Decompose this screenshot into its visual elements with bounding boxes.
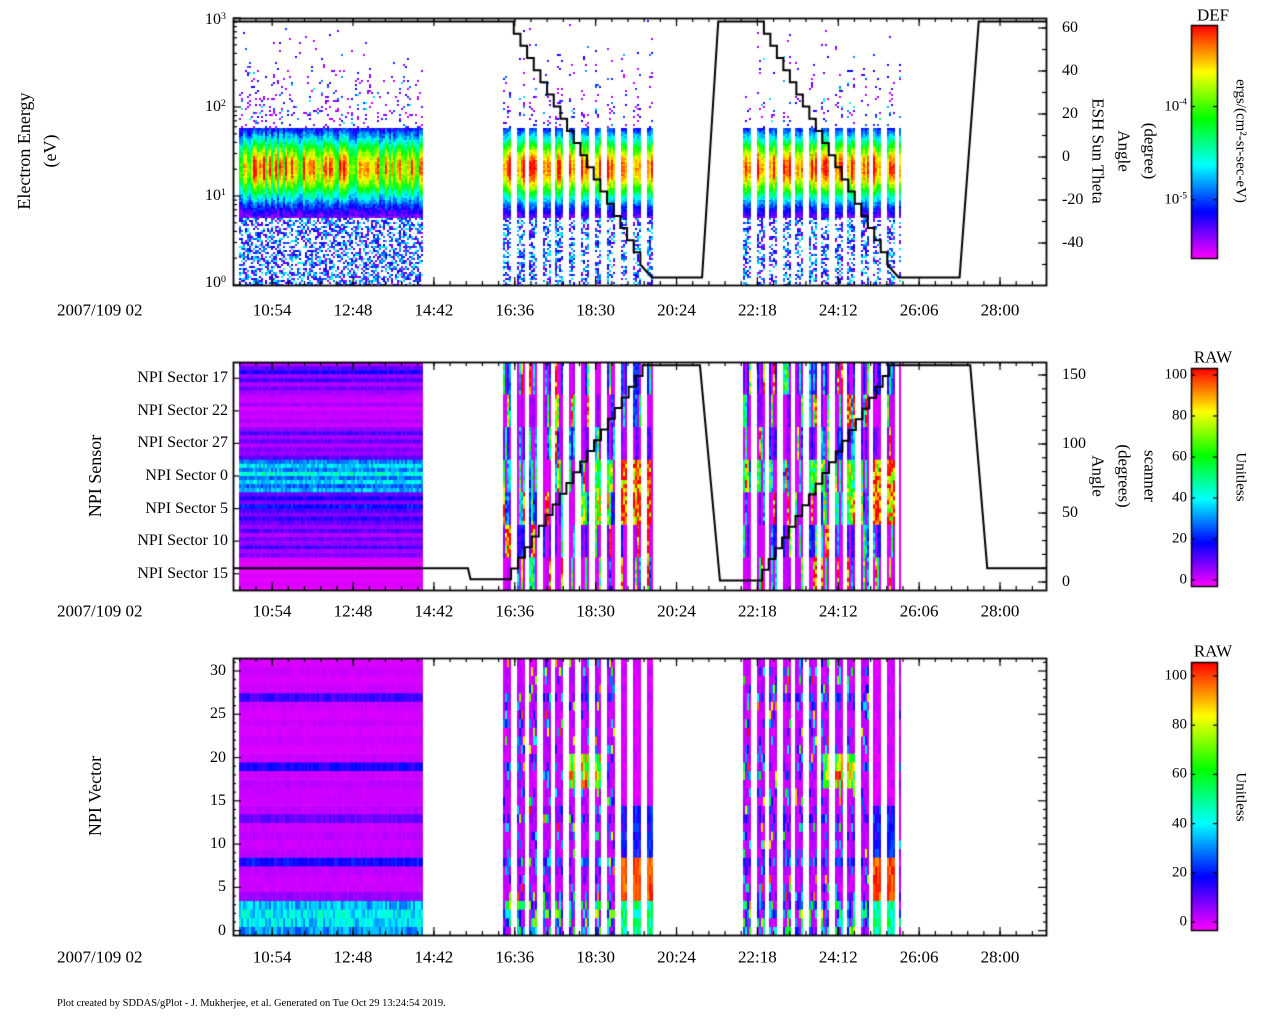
y-tick-label: 20 bbox=[210, 748, 226, 766]
x-tick-label: 12:48 bbox=[333, 947, 373, 967]
y-tick-label: 25 bbox=[210, 705, 226, 723]
right-axis-tick-label: 100 bbox=[1062, 435, 1086, 452]
colorbar-tick-label: 60 bbox=[1172, 448, 1187, 465]
sector-label: NPI Sector 5 bbox=[145, 499, 228, 517]
x-tick-label: 18:30 bbox=[576, 947, 616, 967]
colorbar-tick-label: 40 bbox=[1172, 489, 1187, 506]
cb2-title: RAW bbox=[1193, 347, 1233, 367]
y-tick-label: 30 bbox=[210, 661, 226, 679]
colorbar-tick-label: 80 bbox=[1172, 716, 1187, 733]
right-axis-tick-label: 20 bbox=[1062, 105, 1078, 122]
p2-right-axis-title-line1: Angle bbox=[1088, 455, 1108, 497]
x-tick-label: 20:24 bbox=[657, 601, 696, 621]
x-tick-label: 16:36 bbox=[495, 947, 535, 967]
y-tick-label: 15 bbox=[210, 791, 226, 809]
x-tick-label: 10:54 bbox=[252, 300, 292, 320]
sector-label: NPI Sector 17 bbox=[137, 369, 228, 387]
x-tick-label: 14:42 bbox=[414, 300, 454, 320]
colorbar-tick-label: 100 bbox=[1164, 667, 1188, 684]
sector-label: NPI Sector 22 bbox=[137, 401, 228, 419]
colorbar-tick-label: 10-5 bbox=[1164, 191, 1187, 208]
x-tick-label: 10:54 bbox=[252, 947, 292, 967]
colorbar-tick-label: 20 bbox=[1172, 530, 1187, 547]
right-axis-tick-label: 50 bbox=[1062, 504, 1078, 521]
cb1-title: DEF bbox=[1196, 5, 1230, 25]
right-axis-tick-label: -20 bbox=[1062, 191, 1084, 208]
sector-label: NPI Sector 27 bbox=[137, 434, 228, 452]
x-tick-label: 12:48 bbox=[333, 300, 373, 320]
y-tick-label: 100 bbox=[205, 273, 226, 291]
cb1-unit-label: ergs/(cm²-sr-sec-eV) bbox=[1232, 79, 1249, 203]
x-tick-label: 22:18 bbox=[738, 300, 777, 320]
x-tick-label: 16:36 bbox=[495, 601, 535, 621]
p2-right-axis-title-line3: scanner bbox=[1140, 450, 1160, 502]
p1-date-label: 2007/109 02 bbox=[57, 300, 143, 320]
right-axis-tick-label: 150 bbox=[1062, 366, 1086, 383]
colorbar-tick-label: 100 bbox=[1164, 366, 1188, 383]
x-tick-label: 24:12 bbox=[818, 601, 858, 621]
p3-date-label: 2007/109 02 bbox=[57, 947, 143, 967]
right-axis-tick-label: 40 bbox=[1062, 62, 1078, 79]
x-tick-label: 10:54 bbox=[252, 601, 292, 621]
y-tick-label: 0 bbox=[218, 921, 226, 939]
x-tick-label: 26:06 bbox=[899, 601, 939, 621]
right-axis-tick-label: -40 bbox=[1062, 234, 1084, 251]
footer-credit: Plot created by SDDAS/gPlot - J. Mukherj… bbox=[57, 997, 446, 1009]
cb2-unit-label: Unitless bbox=[1232, 452, 1249, 502]
colorbar-tick-label: 20 bbox=[1172, 864, 1187, 881]
colorbar-tick-label: 40 bbox=[1172, 815, 1187, 832]
sector-label: NPI Sector 10 bbox=[137, 532, 228, 550]
y-tick-label: 10 bbox=[210, 835, 226, 853]
x-tick-label: 20:24 bbox=[657, 300, 696, 320]
x-tick-label: 24:12 bbox=[818, 300, 858, 320]
x-tick-label: 16:36 bbox=[495, 300, 535, 320]
cb3-title: RAW bbox=[1193, 641, 1233, 661]
p1-right-axis-title-line2: Angle bbox=[1114, 130, 1134, 172]
right-axis-tick-label: 60 bbox=[1062, 19, 1078, 36]
x-tick-label: 26:06 bbox=[899, 300, 939, 320]
cb3-unit-label: Unitless bbox=[1232, 772, 1249, 822]
x-tick-label: 20:24 bbox=[657, 947, 696, 967]
x-tick-label: 26:06 bbox=[899, 947, 939, 967]
y-tick-label: 103 bbox=[205, 10, 226, 28]
colorbar-tick-label: 0 bbox=[1179, 913, 1188, 930]
x-tick-label: 14:42 bbox=[414, 601, 454, 621]
x-tick-label: 18:30 bbox=[576, 601, 616, 621]
y-tick-label: 101 bbox=[205, 186, 226, 204]
p1-ylabel-line2: (eV) bbox=[40, 134, 60, 168]
x-tick-label: 14:42 bbox=[414, 947, 454, 967]
x-tick-label: 22:18 bbox=[738, 947, 777, 967]
x-tick-label: 28:00 bbox=[980, 947, 1020, 967]
p1-ylabel-line1: Electron Energy bbox=[14, 92, 34, 210]
x-tick-label: 24:12 bbox=[818, 947, 858, 967]
p3-ylabel: NPI Vector bbox=[85, 755, 105, 837]
y-tick-label: 5 bbox=[218, 878, 226, 896]
y-tick-label: 102 bbox=[205, 97, 226, 115]
p2-right-axis-title-line2: (degrees) bbox=[1114, 444, 1134, 508]
sector-label: NPI Sector 15 bbox=[137, 564, 228, 582]
x-tick-label: 28:00 bbox=[980, 300, 1020, 320]
p2-ylabel: NPI Sensor bbox=[85, 434, 105, 518]
colorbar-tick-label: 80 bbox=[1172, 407, 1187, 424]
p2-date-label: 2007/109 02 bbox=[57, 601, 143, 621]
p1-right-axis-title-line1: ESH Sun Theta bbox=[1088, 98, 1108, 204]
sector-label: NPI Sector 0 bbox=[145, 467, 228, 484]
x-tick-label: 22:18 bbox=[738, 601, 777, 621]
colorbar-tick-label: 10-4 bbox=[1164, 97, 1187, 115]
x-tick-label: 28:00 bbox=[980, 601, 1020, 621]
right-axis-tick-label: 0 bbox=[1062, 148, 1070, 165]
p1-right-axis-title-line3: (degree) bbox=[1140, 122, 1160, 180]
colorbar-tick-label: 60 bbox=[1172, 765, 1187, 782]
right-axis-tick-label: 0 bbox=[1062, 573, 1070, 590]
x-tick-label: 18:30 bbox=[576, 300, 616, 320]
x-tick-label: 12:48 bbox=[333, 601, 373, 621]
colorbar-tick-label: 0 bbox=[1179, 571, 1188, 588]
